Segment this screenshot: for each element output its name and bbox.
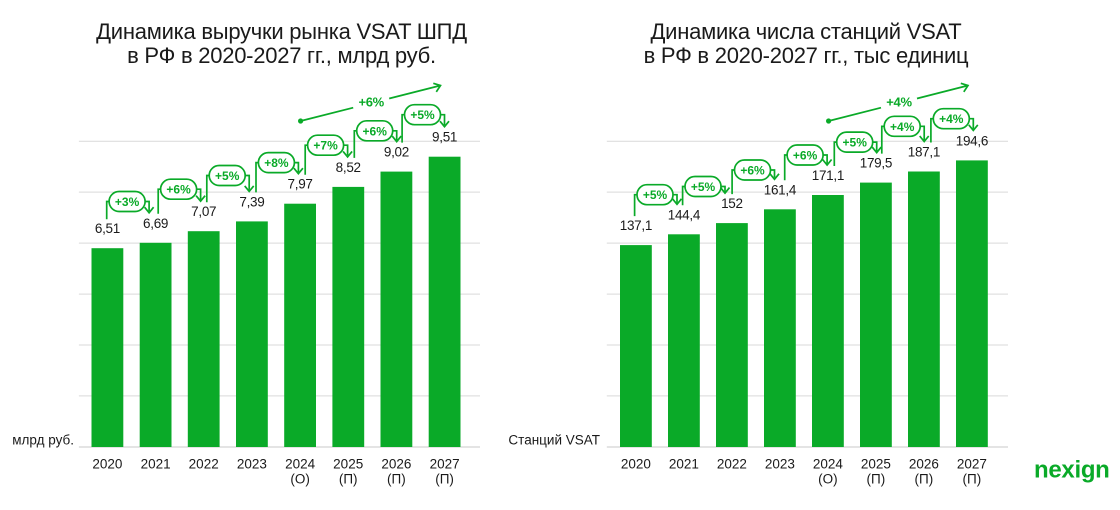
svg-text:+8%: +8%	[264, 156, 289, 170]
svg-text:9,02: 9,02	[384, 145, 409, 160]
svg-text:7,07: 7,07	[191, 204, 216, 219]
svg-text:+4%: +4%	[886, 95, 912, 110]
svg-text:Динамика выручки рынка VSAT ШП: Динамика выручки рынка VSAT ШПД	[96, 19, 467, 44]
svg-text:8,52: 8,52	[336, 160, 361, 175]
svg-text:2022: 2022	[189, 457, 219, 472]
svg-text:187,1: 187,1	[908, 145, 940, 160]
svg-text:7,97: 7,97	[288, 177, 313, 192]
svg-text:+5%: +5%	[215, 169, 240, 183]
svg-text:+6%: +6%	[166, 183, 191, 197]
svg-text:+4%: +4%	[890, 120, 915, 134]
svg-text:+6%: +6%	[363, 124, 388, 138]
svg-text:в РФ в 2020-2027 гг., тыс един: в РФ в 2020-2027 гг., тыс единиц	[644, 43, 969, 68]
svg-text:+6%: +6%	[740, 164, 765, 178]
svg-text:+6%: +6%	[358, 95, 384, 110]
svg-text:nexign: nexign	[1034, 457, 1110, 484]
svg-text:+5%: +5%	[410, 108, 435, 122]
svg-text:2023: 2023	[237, 457, 267, 472]
svg-text:2021: 2021	[141, 457, 171, 472]
svg-text:в РФ в 2020-2027 гг., млрд руб: в РФ в 2020-2027 гг., млрд руб.	[127, 43, 436, 68]
svg-text:2027: 2027	[430, 457, 460, 472]
svg-text:+5%: +5%	[643, 188, 668, 202]
svg-text:2025: 2025	[333, 457, 363, 472]
svg-text:(П): (П)	[915, 472, 934, 487]
svg-text:2026: 2026	[381, 457, 411, 472]
svg-text:2027: 2027	[957, 457, 987, 472]
svg-text:+5%: +5%	[691, 180, 716, 194]
svg-text:2020: 2020	[92, 457, 122, 472]
svg-text:(П): (П)	[867, 472, 886, 487]
svg-text:(О): (О)	[290, 472, 310, 487]
svg-text:2026: 2026	[909, 457, 939, 472]
svg-text:6,69: 6,69	[143, 216, 168, 231]
svg-text:(П): (П)	[387, 472, 406, 487]
svg-text:(П): (П)	[435, 472, 454, 487]
svg-text:2025: 2025	[861, 457, 891, 472]
svg-text:161,4: 161,4	[764, 182, 797, 197]
svg-text:179,5: 179,5	[860, 156, 892, 171]
svg-text:+3%: +3%	[115, 195, 140, 209]
svg-text:+7%: +7%	[313, 139, 338, 153]
svg-text:2024: 2024	[285, 457, 316, 472]
svg-text:млрд руб.: млрд руб.	[12, 432, 74, 447]
svg-text:144,4: 144,4	[668, 207, 701, 222]
svg-text:194,6: 194,6	[956, 133, 988, 148]
svg-text:2023: 2023	[765, 457, 795, 472]
svg-text:9,51: 9,51	[432, 130, 457, 145]
svg-text:Динамика числа станций VSAT: Динамика числа станций VSAT	[651, 19, 962, 44]
svg-text:7,39: 7,39	[239, 194, 264, 209]
svg-text:2022: 2022	[717, 457, 747, 472]
svg-text:(П): (П)	[339, 472, 358, 487]
svg-text:6,51: 6,51	[95, 221, 120, 236]
svg-text:152: 152	[721, 196, 743, 211]
svg-text:+5%: +5%	[843, 136, 868, 150]
svg-text:+4%: +4%	[939, 112, 964, 126]
svg-text:(П): (П)	[963, 472, 982, 487]
svg-text:137,1: 137,1	[620, 218, 652, 233]
svg-text:2021: 2021	[669, 457, 699, 472]
svg-text:+6%: +6%	[793, 149, 818, 163]
svg-text:(О): (О)	[818, 472, 838, 487]
svg-text:171,1: 171,1	[812, 168, 844, 183]
svg-text:Станций VSAT: Станций VSAT	[508, 432, 600, 447]
svg-text:2024: 2024	[813, 457, 844, 472]
svg-text:2020: 2020	[621, 457, 651, 472]
